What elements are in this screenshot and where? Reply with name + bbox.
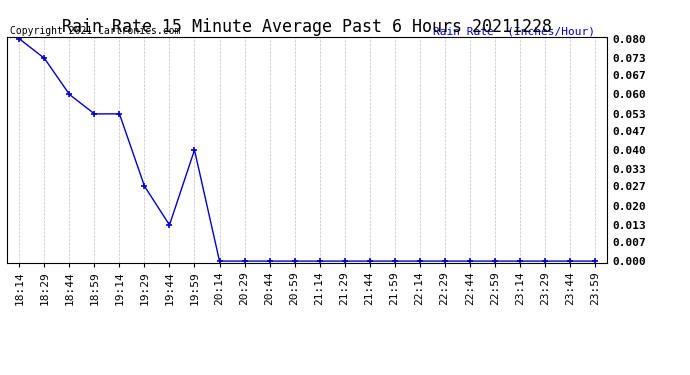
Text: Copyright 2021 Cartronics.com: Copyright 2021 Cartronics.com <box>10 26 180 36</box>
Text: Rain Rate  (Inches/Hour): Rain Rate (Inches/Hour) <box>433 26 595 36</box>
Title: Rain Rate 15 Minute Average Past 6 Hours 20211228: Rain Rate 15 Minute Average Past 6 Hours… <box>62 18 552 36</box>
